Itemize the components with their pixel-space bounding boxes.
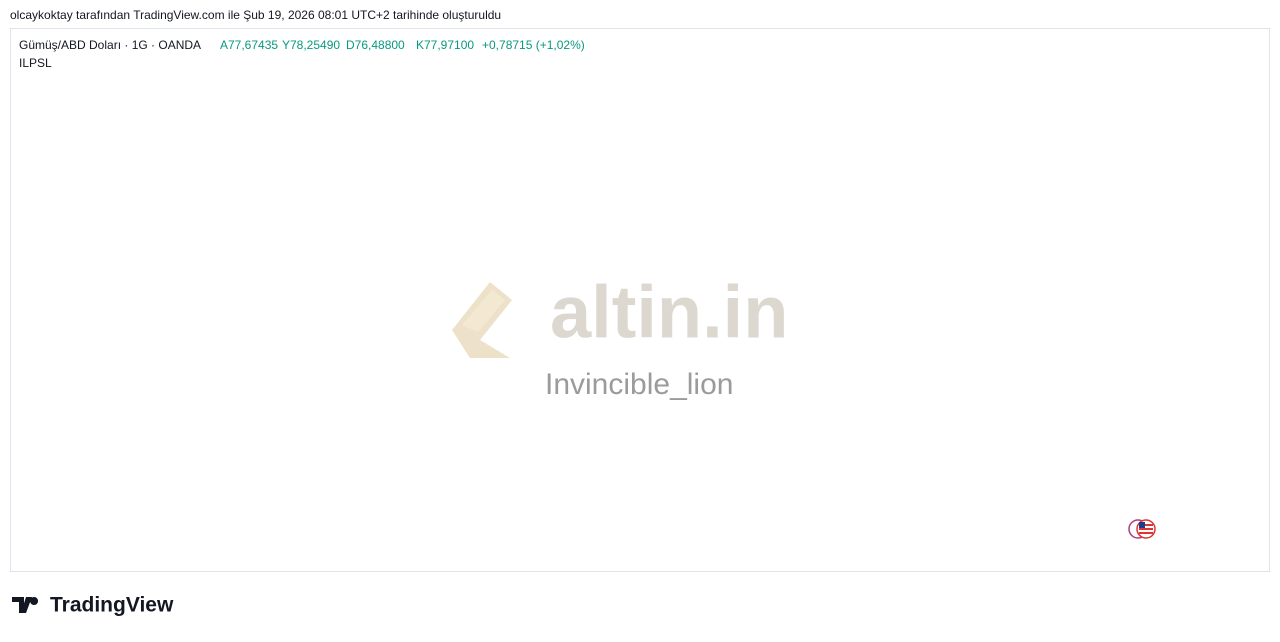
legend-high: Y78,25490 xyxy=(282,38,340,52)
legend-indicator: ILPSL xyxy=(19,56,52,70)
legend-low: D76,48800 xyxy=(346,38,405,52)
watermark-author: Invincible_lion xyxy=(545,368,733,401)
attribution: olcaykoktay tarafından TradingView.com i… xyxy=(10,8,501,22)
watermark: altin.in Invincible_lion xyxy=(452,271,788,401)
legend: Gümüş/ABD Doları · 1G · OANDA A77,67435 … xyxy=(19,38,585,70)
legend-open: A77,67435 xyxy=(220,38,278,52)
legend-symbol: Gümüş/ABD Doları · 1G · OANDA xyxy=(19,38,201,52)
brand: TradingView xyxy=(12,594,174,617)
legend-close: K77,97100 xyxy=(416,38,474,52)
flag-icon xyxy=(1128,519,1156,539)
chart-frame xyxy=(10,28,1270,572)
watermark-icon xyxy=(462,290,505,332)
brand-name: TradingView xyxy=(50,594,174,617)
watermark-logo: altin.in xyxy=(550,271,788,354)
brand-icon xyxy=(12,597,39,613)
legend-change: +0,78715 (+1,02%) xyxy=(482,38,585,52)
